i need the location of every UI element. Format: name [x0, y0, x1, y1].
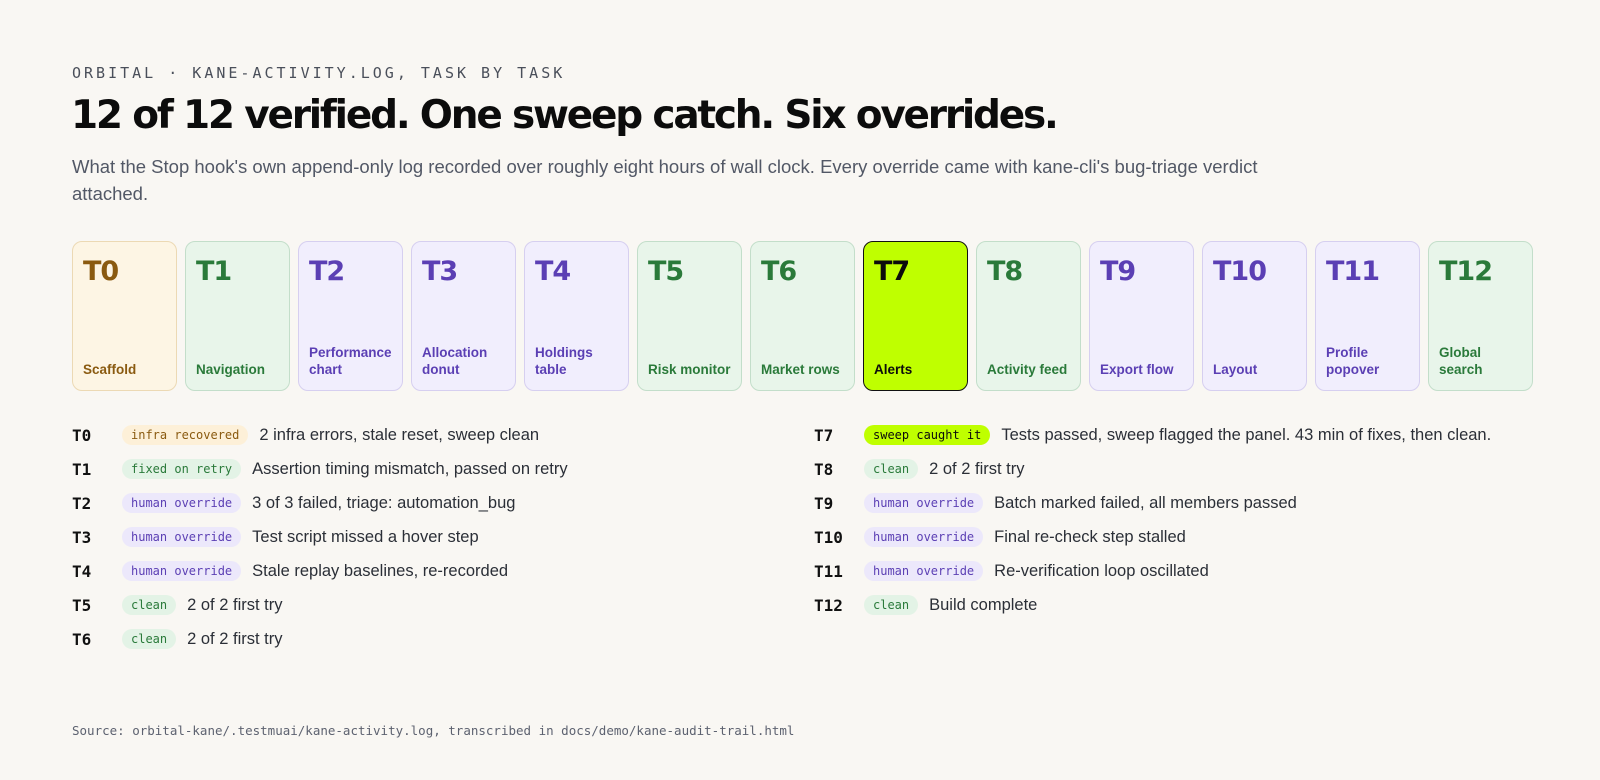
task-card-code: T7 — [874, 256, 910, 287]
status-badge: human override — [864, 527, 984, 547]
task-id: T5 — [72, 595, 92, 615]
task-card-code: T6 — [761, 256, 797, 287]
page-title: 12 of 12 verified. One sweep catch. Six … — [71, 93, 1059, 138]
status-badge: fixed on retry — [122, 459, 242, 479]
status-badge: human override — [122, 527, 242, 547]
status-badge: infra recovered — [122, 425, 249, 445]
task-id: T3 — [72, 527, 92, 547]
task-row-t12: T12 clean Build complete — [814, 588, 1491, 622]
task-card-label: Allocation donut — [422, 345, 488, 377]
task-description: 2 of 2 first try — [187, 595, 283, 614]
task-row-t10: T10 human override Final re-check step sta… — [814, 520, 1491, 554]
task-card-code: T9 — [1100, 256, 1136, 287]
task-card-code: T10 — [1213, 256, 1267, 287]
status-badge: sweep caught it — [864, 425, 991, 445]
task-row-t2: T2 human override 3 of 3 failed, triage: a… — [72, 486, 568, 520]
task-row-t6: T6 clean 2 of 2 first try — [72, 622, 568, 656]
task-description: Stale replay baselines, re-recorded — [252, 561, 509, 580]
task-id: T1 — [72, 459, 92, 479]
task-card-label: Performance chart — [309, 345, 392, 377]
task-log-left-column: T0 infra recovered 2 infra errors, stale r… — [72, 418, 568, 656]
task-card-code: T11 — [1326, 256, 1380, 287]
status-badge: human override — [864, 561, 984, 581]
task-id: T0 — [72, 425, 92, 445]
task-log-right-column: T7 sweep caught it Tests passed, sweep fla… — [814, 418, 1491, 622]
task-card-t8: T8 Activity feed — [976, 241, 1081, 391]
task-card-t12: T12 Global search — [1428, 241, 1533, 391]
task-card-code: T4 — [535, 256, 571, 287]
task-card-t1: T1 Navigation — [185, 241, 290, 391]
status-badge: human override — [122, 561, 242, 581]
task-card-label: Alerts — [874, 362, 913, 377]
task-card-code: T0 — [83, 256, 119, 287]
task-id: T4 — [72, 561, 92, 581]
status-badge: clean — [864, 459, 919, 479]
task-card-t4: T4 Holdings table — [524, 241, 629, 391]
status-badge: clean — [122, 595, 177, 615]
task-id: T11 — [814, 561, 843, 581]
task-description: Final re-check step stalled — [994, 527, 1186, 546]
task-id: T9 — [814, 493, 834, 513]
subtitle: What the Stop hook's own append-only log… — [72, 156, 1258, 204]
task-card-t0: T0 Scaffold — [72, 241, 177, 391]
task-id: T2 — [72, 493, 92, 513]
task-card-code: T12 — [1439, 256, 1493, 287]
task-description: Tests passed, sweep flagged the panel. 4… — [1001, 425, 1492, 444]
task-description: Test script missed a hover step — [252, 527, 479, 546]
task-card-t3: T3 Allocation donut — [411, 241, 516, 391]
task-id: T8 — [814, 459, 834, 479]
task-card-label: Global search — [1439, 345, 1483, 377]
task-card-t2: T2 Performance chart — [298, 241, 403, 391]
task-card-label: Market rows — [761, 362, 840, 377]
task-id: T6 — [72, 629, 92, 649]
status-badge: clean — [122, 629, 177, 649]
task-row-t8: T8 clean 2 of 2 first try — [814, 452, 1491, 486]
task-card-t10: T10 Layout — [1202, 241, 1307, 391]
task-card-label: Export flow — [1100, 362, 1174, 377]
task-card-label: Risk monitor — [648, 362, 731, 377]
task-card-t5: T5 Risk monitor — [637, 241, 742, 391]
task-card-code: T2 — [309, 256, 345, 287]
task-description: 2 of 2 first try — [187, 629, 283, 648]
task-description: Batch marked failed, all members passed — [994, 493, 1297, 512]
status-badge: human override — [122, 493, 242, 513]
task-description: Re-verification loop oscillated — [994, 561, 1209, 580]
task-row-t1: T1 fixed on retry Assertion timing mismatc… — [72, 452, 568, 486]
task-card-code: T1 — [196, 256, 232, 287]
task-card-code: T3 — [422, 256, 458, 287]
task-card-label: Scaffold — [83, 362, 137, 377]
status-badge: clean — [864, 595, 919, 615]
task-card-label: Layout — [1213, 362, 1258, 377]
source-note: Source: orbital-kane/.testmuai/kane-acti… — [72, 723, 795, 738]
task-card-t9: T9 Export flow — [1089, 241, 1194, 391]
task-description: 3 of 3 failed, triage: automation_bug — [252, 493, 516, 512]
task-card-t7: T7 Alerts — [863, 241, 968, 391]
task-card-t6: T6 Market rows — [750, 241, 855, 391]
task-card-label: Profile popover — [1326, 345, 1380, 377]
task-row-t0: T0 infra recovered 2 infra errors, stale r… — [72, 418, 568, 452]
task-card-label: Activity feed — [987, 362, 1068, 377]
task-cards: T0 Scaffold T1 Navigation T2 Performance char… — [72, 241, 1533, 391]
task-description: Build complete — [929, 595, 1038, 614]
status-badge: human override — [864, 493, 984, 513]
task-id: T7 — [814, 425, 834, 445]
task-row-t9: T9 human override Batch marked failed, all… — [814, 486, 1491, 520]
task-card-code: T8 — [987, 256, 1023, 287]
eyebrow: ORBITAL · KANE-ACTIVITY.LOG, TASK BY TAS… — [72, 64, 566, 82]
task-row-t3: T3 human override Test script missed a hov… — [72, 520, 568, 554]
task-row-t5: T5 clean 2 of 2 first try — [72, 588, 568, 622]
task-description: 2 of 2 first try — [929, 459, 1025, 478]
task-card-label: Holdings table — [535, 345, 593, 377]
task-card-label: Navigation — [196, 362, 266, 377]
task-description: 2 infra errors, stale reset, sweep clean — [259, 425, 540, 444]
task-row-t7: T7 sweep caught it Tests passed, sweep fla… — [814, 418, 1491, 452]
task-card-code: T5 — [648, 256, 684, 287]
task-description: Assertion timing mismatch, passed on ret… — [252, 459, 568, 478]
task-id: T10 — [814, 527, 843, 547]
task-row-t11: T11 human override Re-verification loop os… — [814, 554, 1491, 588]
task-card-t11: T11 Profile popover — [1315, 241, 1420, 391]
task-id: T12 — [814, 595, 843, 615]
task-row-t4: T4 human override Stale replay baselines, … — [72, 554, 568, 588]
